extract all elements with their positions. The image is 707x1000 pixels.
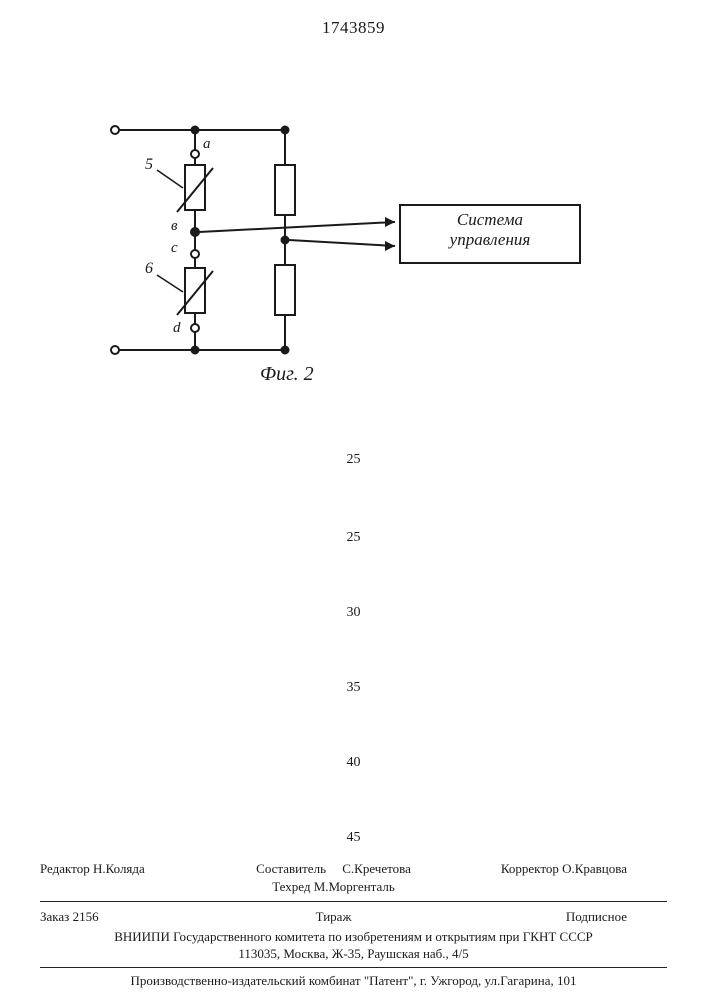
corrector-name: О.Кравцова — [562, 861, 627, 876]
line-number: 25 — [0, 530, 707, 546]
line-number: 45 — [0, 830, 707, 846]
node-a-label: а — [203, 136, 211, 153]
order-label: Заказ — [40, 909, 69, 924]
divider-1 — [40, 901, 667, 902]
component-6-label: 6 — [145, 260, 153, 278]
control-box-line1: Система — [407, 210, 573, 230]
compiler-label: Составитель — [256, 861, 326, 876]
control-box-line2: управления — [407, 230, 573, 250]
node-b-label: в — [171, 218, 178, 235]
control-system-box-label: Система управления — [407, 210, 573, 249]
line-number: 40 — [0, 755, 707, 771]
order-row: Заказ 2156 Тираж Подписное — [40, 906, 667, 928]
line-number: 35 — [0, 680, 707, 696]
divider-2 — [40, 967, 667, 968]
component-5-label: 5 — [145, 156, 153, 174]
order-number: 2156 — [73, 909, 99, 924]
patent-number: 1743859 — [0, 18, 707, 38]
credits-row-1: Редактор Н.Коляда Составитель С.Кречетов… — [40, 858, 667, 897]
editor-label: Редактор — [40, 861, 90, 876]
org-line-1: ВНИИПИ Государственного комитета по изоб… — [40, 928, 667, 946]
editor-name: Н.Коляда — [93, 861, 145, 876]
compiler-cell: Составитель С.Кречетова Техред М.Моргент… — [236, 860, 432, 895]
techred-label: Техред — [272, 879, 310, 894]
node-c-label: с — [171, 240, 178, 257]
figure-caption: Фиг. 2 — [260, 363, 314, 386]
tirazh-cell: Тираж — [236, 908, 432, 926]
editor-cell: Редактор Н.Коляда — [40, 860, 236, 895]
order-cell: Заказ 2156 — [40, 908, 236, 926]
node-d-label: d — [173, 320, 181, 337]
corrector-label: Корректор — [501, 861, 559, 876]
org-block: ВНИИПИ Государственного комитета по изоб… — [40, 928, 667, 963]
page: 1743859 — [0, 0, 707, 1000]
line-number: 30 — [0, 605, 707, 621]
circuit-diagram: а в с d 5 6 Система управления Фиг. 2 — [95, 110, 595, 390]
line-number: 25 — [0, 452, 707, 468]
techred-name: М.Моргенталь — [314, 879, 395, 894]
colophon: Редактор Н.Коляда Составитель С.Кречетов… — [40, 858, 667, 989]
printer-line: Производственно-издательский комбинат "П… — [40, 972, 667, 990]
compiler-name: С.Кречетова — [342, 861, 411, 876]
org-line-2: 113035, Москва, Ж-35, Раушская наб., 4/5 — [40, 945, 667, 963]
subscription-cell: Подписное — [431, 908, 667, 926]
corrector-cell: Корректор О.Кравцова — [431, 860, 667, 895]
